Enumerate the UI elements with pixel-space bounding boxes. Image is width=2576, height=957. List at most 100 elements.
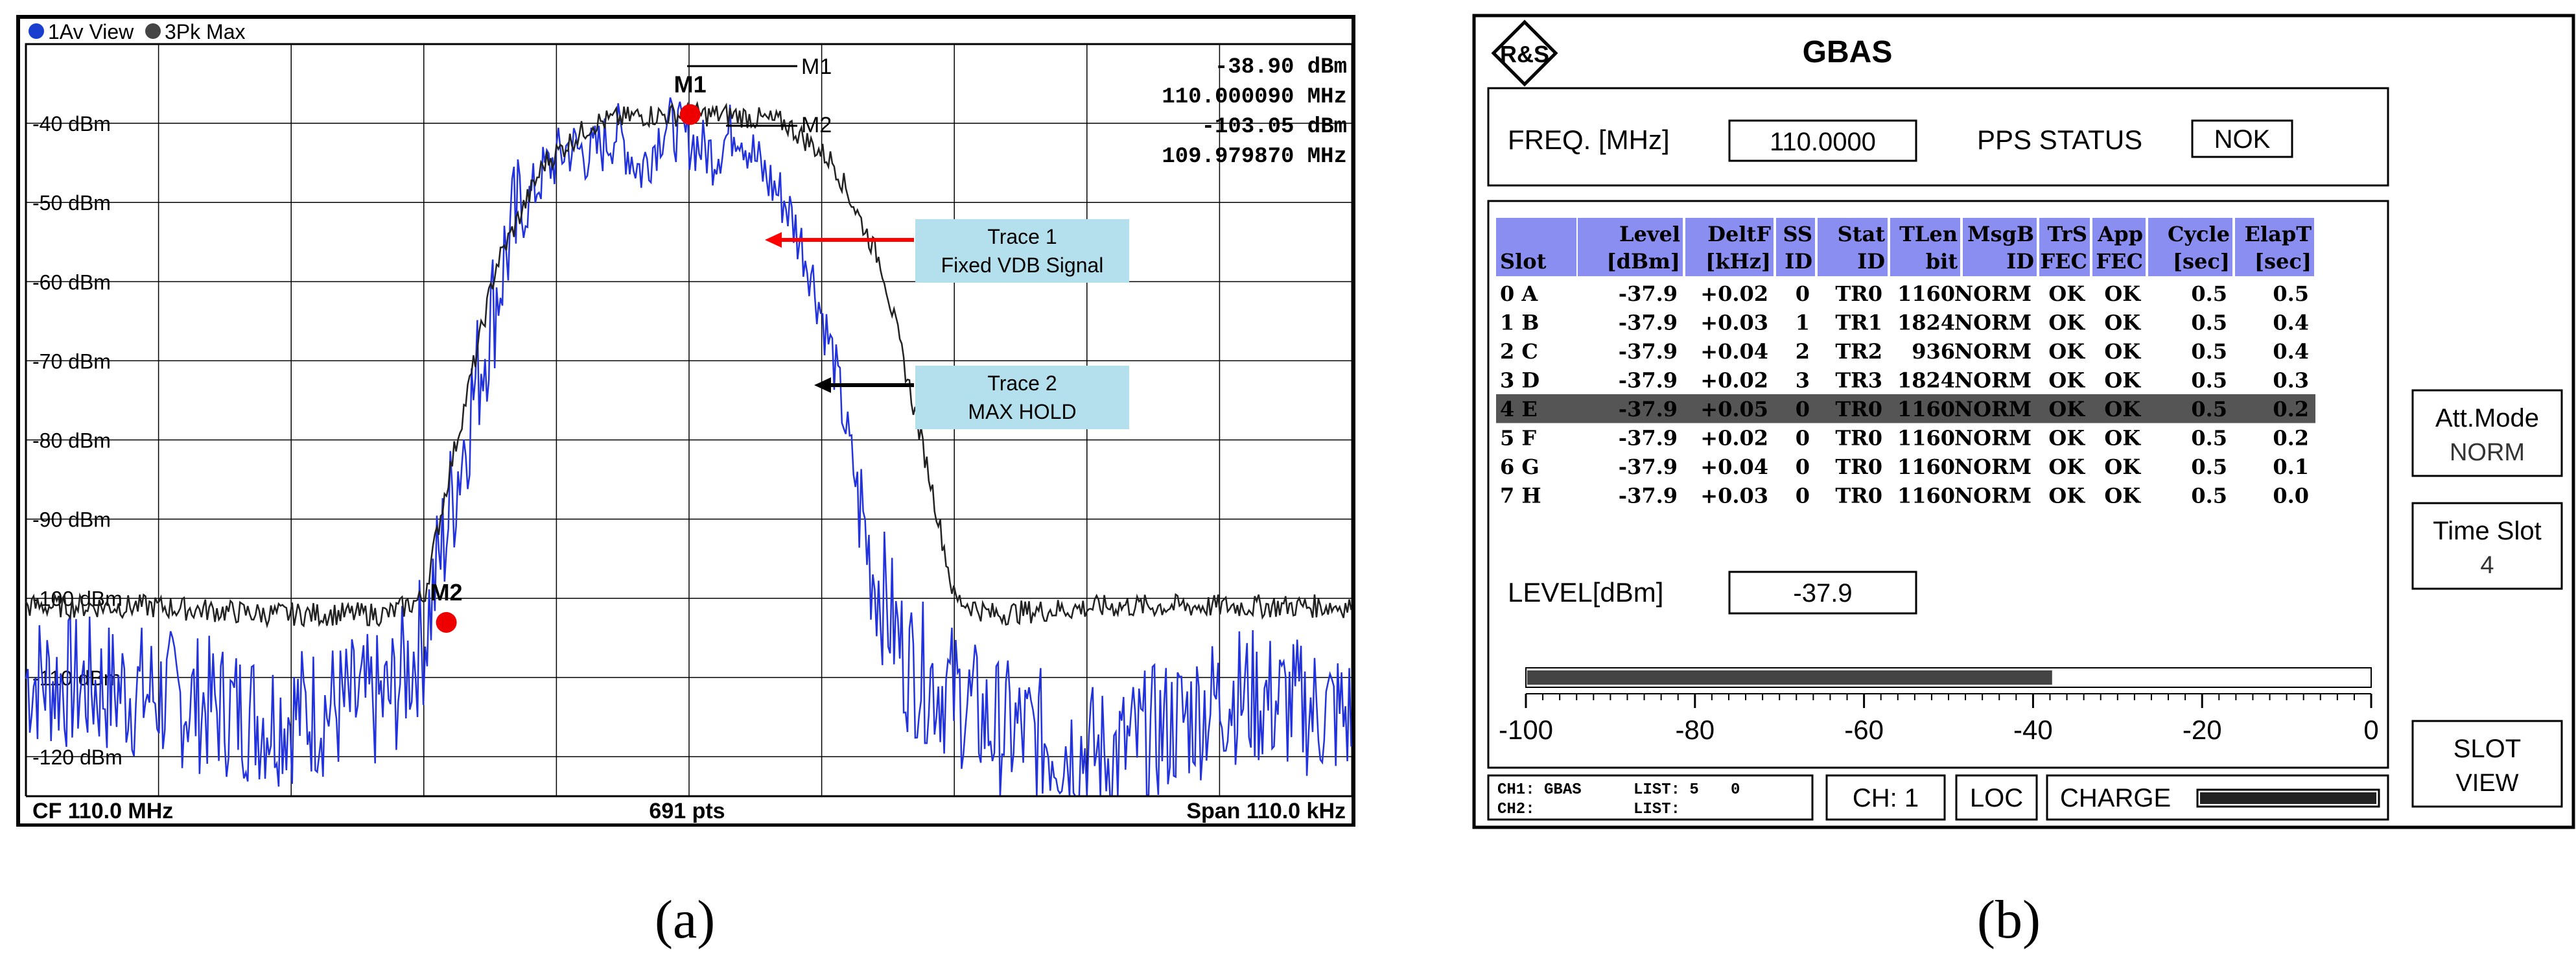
list1-value: 0 bbox=[1731, 781, 1740, 799]
softkey-button[interactable] bbox=[2411, 502, 2563, 590]
table-cell: 0.2 bbox=[2273, 426, 2309, 451]
table-cell: NORM bbox=[1954, 455, 2032, 479]
table-cell: OK bbox=[2104, 281, 2141, 306]
table-cell: +0.03 bbox=[1700, 311, 1768, 335]
rs-logo-text: R&S bbox=[1500, 41, 1549, 67]
table-cell: 1160 bbox=[1897, 397, 1955, 421]
table-cell: NORM bbox=[1954, 368, 2032, 393]
trace2-annotation-box bbox=[915, 366, 1129, 429]
softkey-value: VIEW bbox=[2455, 770, 2518, 797]
channel-info-box bbox=[1487, 774, 1814, 821]
scale-label: 0 bbox=[2363, 715, 2378, 745]
table-cell: 0.5 bbox=[2191, 311, 2227, 335]
table-cell: 1 bbox=[1796, 311, 1810, 335]
table-cell: OK bbox=[2104, 311, 2141, 335]
trace1-annotation-subtitle: Fixed VDB Signal bbox=[941, 254, 1104, 277]
pps-status-label: PPS STATUS bbox=[1977, 124, 2142, 155]
table-header-cell bbox=[1776, 218, 1815, 276]
table-cell: -37.9 bbox=[1619, 281, 1678, 306]
y-axis-labels: -40 dBm -50 dBm -60 dBm -70 dBm -80 dBm -90 d… bbox=[32, 112, 123, 769]
caption-b-text: (b) bbox=[1977, 890, 2041, 950]
table-cell: 3 D bbox=[1500, 368, 1540, 393]
table-header-line1: ElapT bbox=[2245, 222, 2312, 246]
table-cell: -37.9 bbox=[1619, 484, 1678, 508]
table-header-cell bbox=[1963, 218, 2037, 276]
y-tick-label: -90 dBm bbox=[32, 508, 111, 532]
y-tick-label: -70 dBm bbox=[32, 349, 111, 373]
points-label: 691 pts bbox=[649, 799, 725, 823]
table-header-line1: DeltF bbox=[1707, 222, 1771, 246]
table-cell: OK bbox=[2104, 426, 2141, 451]
table-cell: TR1 bbox=[1835, 311, 1882, 335]
table-header-line1: TLen bbox=[1899, 222, 1958, 246]
table-cell: +0.03 bbox=[1700, 484, 1768, 508]
table-cell: 1824 bbox=[1897, 311, 1955, 335]
table-header-line2: [dBm] bbox=[1606, 249, 1680, 274]
table-cell: 0.5 bbox=[2191, 368, 2227, 393]
table-cell: 0.5 bbox=[2191, 397, 2227, 421]
table-cell: NORM bbox=[1954, 281, 2032, 306]
table-cell: +0.02 bbox=[1700, 368, 1768, 393]
freq-input[interactable] bbox=[1728, 119, 1917, 162]
local-button[interactable] bbox=[1955, 774, 2038, 821]
pps-status-badge bbox=[2191, 119, 2293, 158]
table-cell: 0.0 bbox=[2273, 484, 2309, 508]
pps-status-value: NOK bbox=[2214, 125, 2271, 154]
freq-label: FREQ. [MHz] bbox=[1508, 124, 1670, 155]
table-cell: 0.2 bbox=[2273, 397, 2309, 421]
table-header-line1: App bbox=[2097, 222, 2143, 246]
table-header-cell bbox=[2092, 218, 2146, 276]
rs-logo-icon: R&S bbox=[1491, 19, 1558, 87]
trace3-indicator-icon bbox=[145, 23, 161, 39]
table-cell: OK bbox=[2048, 368, 2085, 393]
caption-b: (b) bbox=[1977, 888, 2041, 951]
spectrum-analyzer-screen: 1Av View 3Pk Max -40 dBm -50 dBm -60 dBm -7… bbox=[16, 15, 1355, 827]
table-cell: OK bbox=[2048, 339, 2085, 364]
table-cell: TR0 bbox=[1835, 281, 1882, 306]
table-header-line1: SS bbox=[1783, 222, 1812, 246]
table-header-line2: [sec] bbox=[2173, 249, 2230, 274]
table-cell: TR0 bbox=[1835, 455, 1882, 479]
trace3-header-label: 3Pk Max bbox=[165, 20, 245, 43]
table-header-line2: FEC bbox=[2096, 249, 2143, 274]
charge-bar-fill bbox=[2200, 792, 2376, 804]
gbas-analyzer-panel: R&S GBAS FREQ. [MHz] 110.0000 PPS STATUS… bbox=[1471, 0, 2576, 843]
table-cell: 0.5 bbox=[2191, 281, 2227, 306]
table-cell: 1160 bbox=[1897, 484, 1955, 508]
y-tick-label: -40 dBm bbox=[32, 112, 111, 136]
marker2-level-readout: -103.05 dBm bbox=[1202, 115, 1347, 139]
table-cell: 2 bbox=[1796, 339, 1810, 364]
level-value: -37.9 bbox=[1793, 579, 1852, 608]
table-cell: -37.9 bbox=[1619, 426, 1678, 451]
table-header-line2: Slot bbox=[1500, 249, 1547, 274]
marker2-freq-readout: 109.979870 MHz bbox=[1162, 145, 1347, 169]
y-tick-label: -80 dBm bbox=[32, 429, 111, 453]
table-cell: NORM bbox=[1954, 426, 2032, 451]
ch2-label: CH2: bbox=[1497, 801, 1535, 818]
softkey-value: NORM bbox=[2450, 439, 2525, 466]
center-frequency-label: CF 110.0 MHz bbox=[32, 799, 173, 823]
table-cell: +0.04 bbox=[1700, 339, 1768, 364]
table-cell: OK bbox=[2104, 455, 2141, 479]
table-cell: TR0 bbox=[1835, 397, 1882, 421]
caption-a: (a) bbox=[655, 888, 715, 951]
list2-label: LIST: bbox=[1633, 801, 1680, 818]
table-cell: NORM bbox=[1954, 311, 2032, 335]
trace-header-bar bbox=[20, 19, 1352, 43]
table-cell: TR2 bbox=[1835, 339, 1882, 364]
table-header-line2: ID bbox=[1785, 249, 1812, 274]
table-header-line2: bit bbox=[1926, 249, 1958, 274]
channel-button[interactable] bbox=[1825, 774, 1946, 821]
table-cell: 1160 bbox=[1897, 281, 1955, 306]
table-cell: 0 bbox=[1796, 426, 1810, 451]
table-cell: -37.9 bbox=[1619, 368, 1678, 393]
softkey-button[interactable] bbox=[2411, 389, 2563, 477]
scale-label: -100 bbox=[1499, 715, 1553, 745]
level-label: LEVEL[dBm] bbox=[1508, 577, 1663, 608]
table-cell: -37.9 bbox=[1619, 311, 1678, 335]
table-cell: -37.9 bbox=[1619, 397, 1678, 421]
softkey-button[interactable] bbox=[2411, 720, 2563, 808]
marker-dot-m1 bbox=[679, 104, 701, 125]
table-header-line1: Cycle bbox=[2168, 222, 2230, 246]
marker1-level-readout: -38.90 dBm bbox=[1215, 55, 1347, 80]
